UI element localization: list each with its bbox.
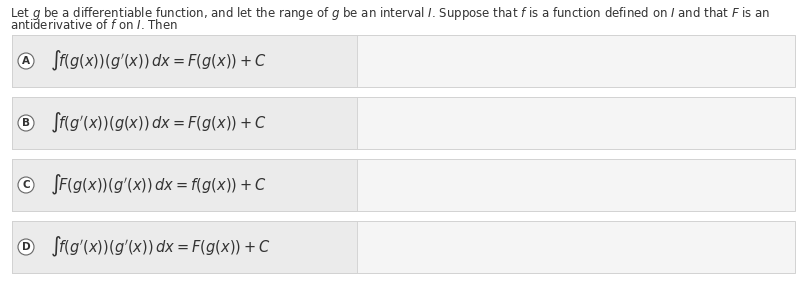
Circle shape: [18, 177, 34, 193]
FancyBboxPatch shape: [12, 159, 795, 211]
Circle shape: [18, 53, 34, 69]
FancyBboxPatch shape: [12, 221, 795, 273]
FancyBboxPatch shape: [12, 97, 357, 149]
FancyBboxPatch shape: [12, 35, 357, 87]
Circle shape: [18, 239, 34, 255]
Circle shape: [18, 115, 34, 131]
Text: A: A: [22, 56, 30, 66]
Text: D: D: [22, 242, 31, 252]
Text: antiderivative of $f$ on $I$. Then: antiderivative of $f$ on $I$. Then: [10, 18, 178, 32]
Text: C: C: [22, 180, 30, 190]
Text: $\int\!F(g(x))(g'(x))\,dx = f(g(x)) + C$: $\int\!F(g(x))(g'(x))\,dx = f(g(x)) + C$: [50, 173, 266, 197]
Text: $\int\!f(g'(x))(g(x))\,dx = F(g(x)) + C$: $\int\!f(g'(x))(g(x))\,dx = F(g(x)) + C$: [50, 111, 266, 135]
Text: $\int\!f(g'(x))(g'(x))\,dx = F(g(x)) + C$: $\int\!f(g'(x))(g'(x))\,dx = F(g(x)) + C…: [50, 235, 270, 259]
Text: Let $g$ be a differentiable function, and let the range of $g$ be an interval $I: Let $g$ be a differentiable function, an…: [10, 5, 771, 22]
Text: $\int\!f(g(x))(g'(x))\,dx = F(g(x)) + C$: $\int\!f(g(x))(g'(x))\,dx = F(g(x)) + C$: [50, 49, 266, 73]
FancyBboxPatch shape: [12, 35, 795, 87]
FancyBboxPatch shape: [12, 221, 357, 273]
FancyBboxPatch shape: [12, 97, 795, 149]
Text: B: B: [22, 118, 30, 128]
FancyBboxPatch shape: [12, 159, 357, 211]
